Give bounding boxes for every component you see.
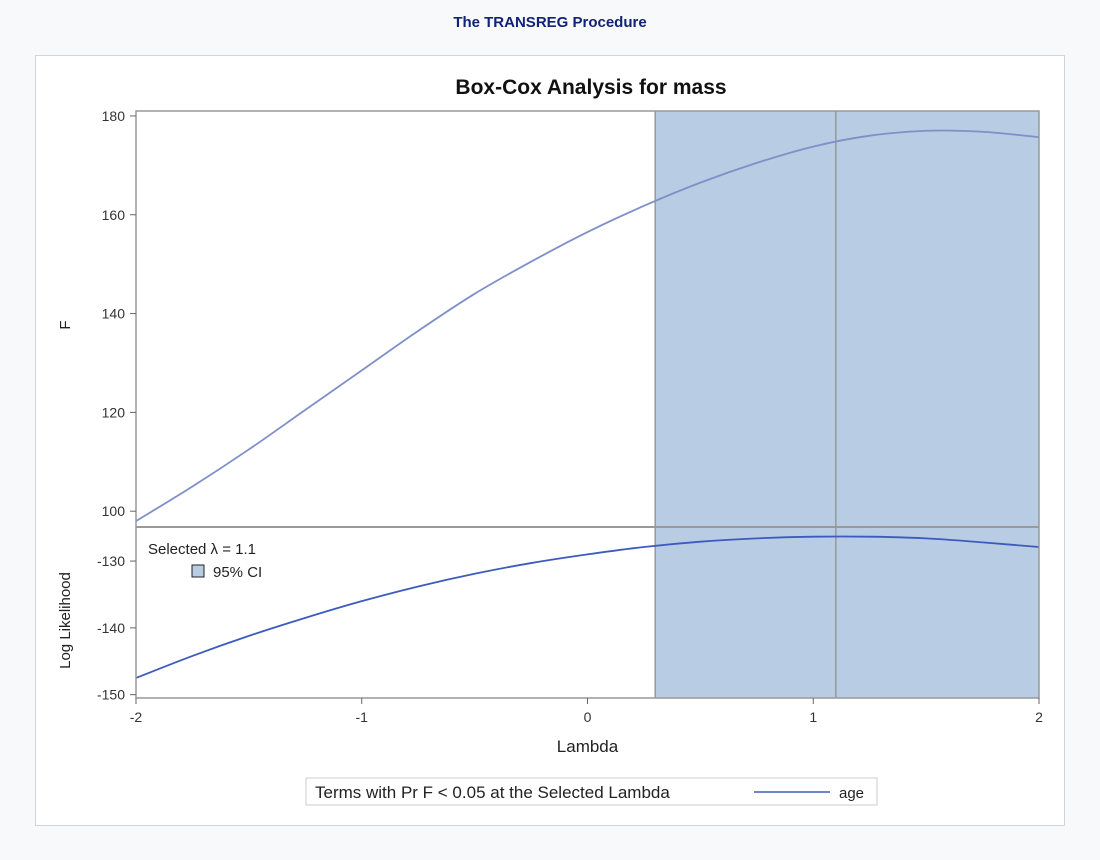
x-tick-label: 1 bbox=[809, 709, 817, 725]
chart-title: Box-Cox Analysis for mass bbox=[455, 76, 726, 99]
y-tick-label: 180 bbox=[102, 108, 126, 124]
ci-swatch bbox=[191, 564, 205, 578]
y-tick-label: 120 bbox=[102, 404, 126, 420]
x-tick-label: 0 bbox=[584, 709, 592, 725]
y-tick-label: -130 bbox=[97, 553, 125, 569]
x-axis-title: Lambda bbox=[557, 737, 619, 756]
y-axis-title-log-likelihood: Log Likelihood bbox=[57, 572, 74, 669]
ci-label: 95% CI bbox=[213, 564, 262, 581]
y-tick-label: 100 bbox=[102, 503, 126, 519]
y-tick-label: -150 bbox=[97, 687, 125, 703]
x-tick-label: 2 bbox=[1035, 709, 1043, 725]
x-tick-label: -2 bbox=[130, 709, 143, 725]
y-tick-label: 160 bbox=[102, 207, 126, 223]
selected-lambda-label: Selected λ = 1.1 bbox=[148, 541, 256, 558]
y-tick-label: -140 bbox=[97, 620, 125, 636]
boxcox-chart: Box-Cox Analysis for mass -2 -1 0 1 2 100 120 1… bbox=[57, 76, 1043, 806]
bottom-legend: Terms with Pr F < 0.05 at the Selected L… bbox=[305, 777, 878, 806]
y-axis-title-f: F bbox=[57, 320, 74, 329]
legend-item-age: age bbox=[839, 785, 864, 802]
legend-title: Terms with Pr F < 0.05 at the Selected L… bbox=[315, 783, 670, 802]
f-curve bbox=[135, 129, 1040, 522]
y-tick-label: 140 bbox=[102, 306, 126, 322]
procedure-title: The TRANSREG Procedure bbox=[453, 14, 647, 31]
x-tick-label: -1 bbox=[356, 709, 369, 725]
graph-panel: Box-Cox Analysis for mass -2 -1 0 1 2 100 120 1… bbox=[35, 55, 1065, 826]
log-likelihood-curve bbox=[135, 535, 1040, 679]
ci-band bbox=[655, 111, 1039, 698]
